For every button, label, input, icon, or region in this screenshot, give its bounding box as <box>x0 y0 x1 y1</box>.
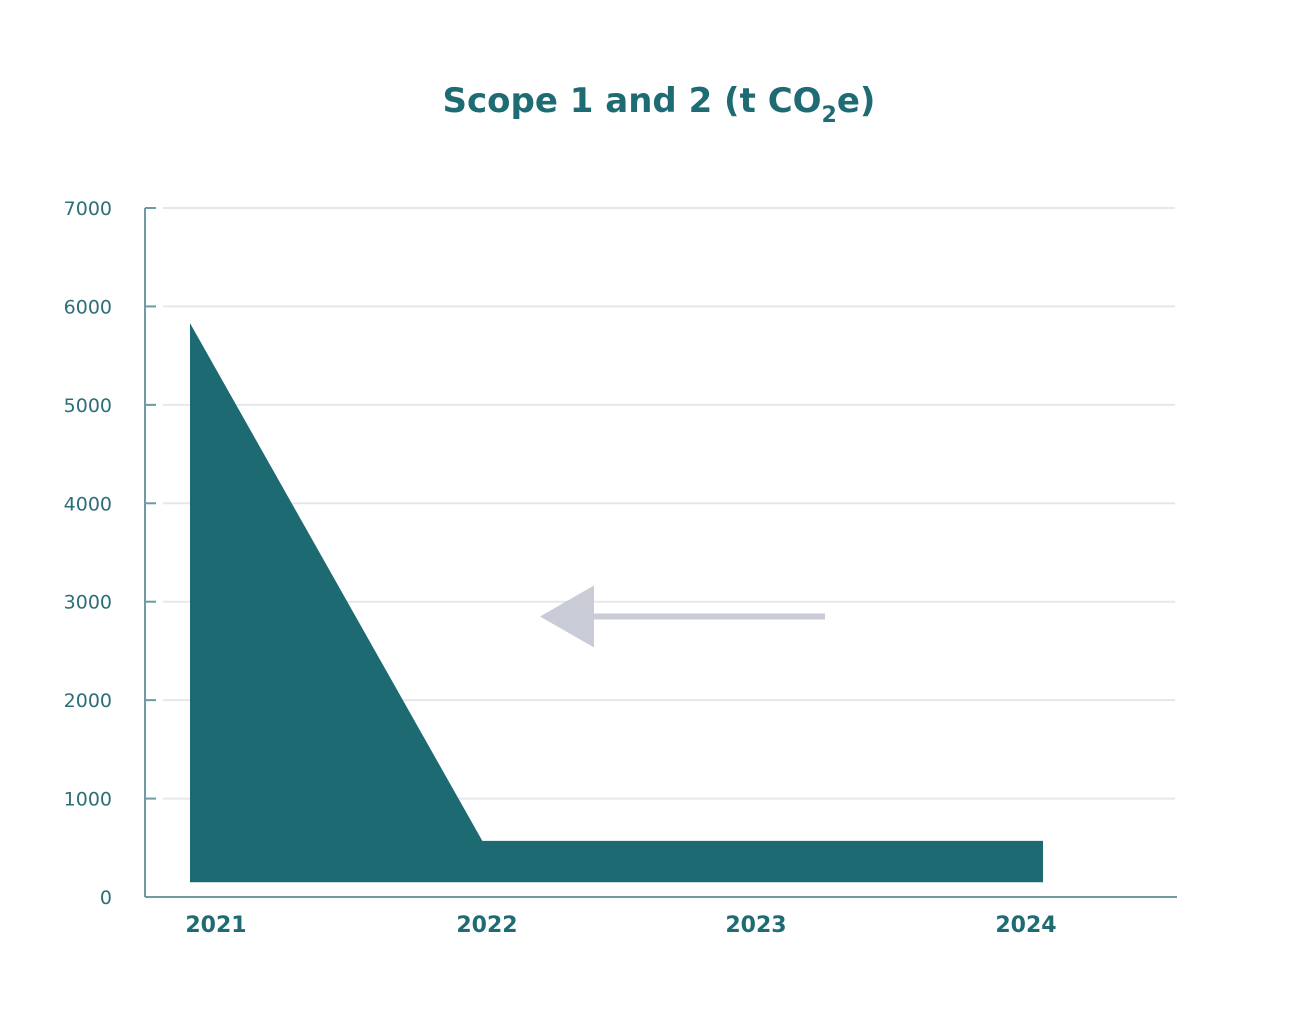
y-tick-label-1000: 1000 <box>64 789 112 811</box>
area-series-0 <box>190 323 1043 883</box>
plot-area <box>190 323 1043 883</box>
y-tick-label-0: 0 <box>100 887 112 909</box>
chart-title-suffix: e) <box>837 81 876 121</box>
axes <box>144 207 1177 898</box>
y-tick-labels: 0 1000 2000 3000 4000 5000 6000 7000 <box>64 198 112 909</box>
chart-title-main: Scope 1 and 2 (t CO <box>443 81 822 121</box>
chart-title: Scope 1 and 2 (t CO2e) <box>443 81 876 128</box>
x-tick-label-2024: 2024 <box>995 913 1056 938</box>
y-tick-label-6000: 6000 <box>64 296 112 318</box>
x-tick-label-2023: 2023 <box>725 913 786 938</box>
y-tick-label-5000: 5000 <box>64 395 112 417</box>
annotations <box>540 585 825 648</box>
x-tick-label-2022: 2022 <box>456 913 517 938</box>
chart-title-subscript: 2 <box>822 103 837 128</box>
x-tick-label-2021: 2021 <box>185 913 246 938</box>
left-arrow-icon <box>540 585 594 648</box>
y-tick-label-3000: 3000 <box>64 592 112 614</box>
y-tick-label-4000: 4000 <box>64 493 112 515</box>
y-tick-label-7000: 7000 <box>64 198 112 220</box>
y-tick-label-2000: 2000 <box>64 690 112 712</box>
x-tick-labels: 2021 2022 2023 2024 <box>185 913 1056 938</box>
